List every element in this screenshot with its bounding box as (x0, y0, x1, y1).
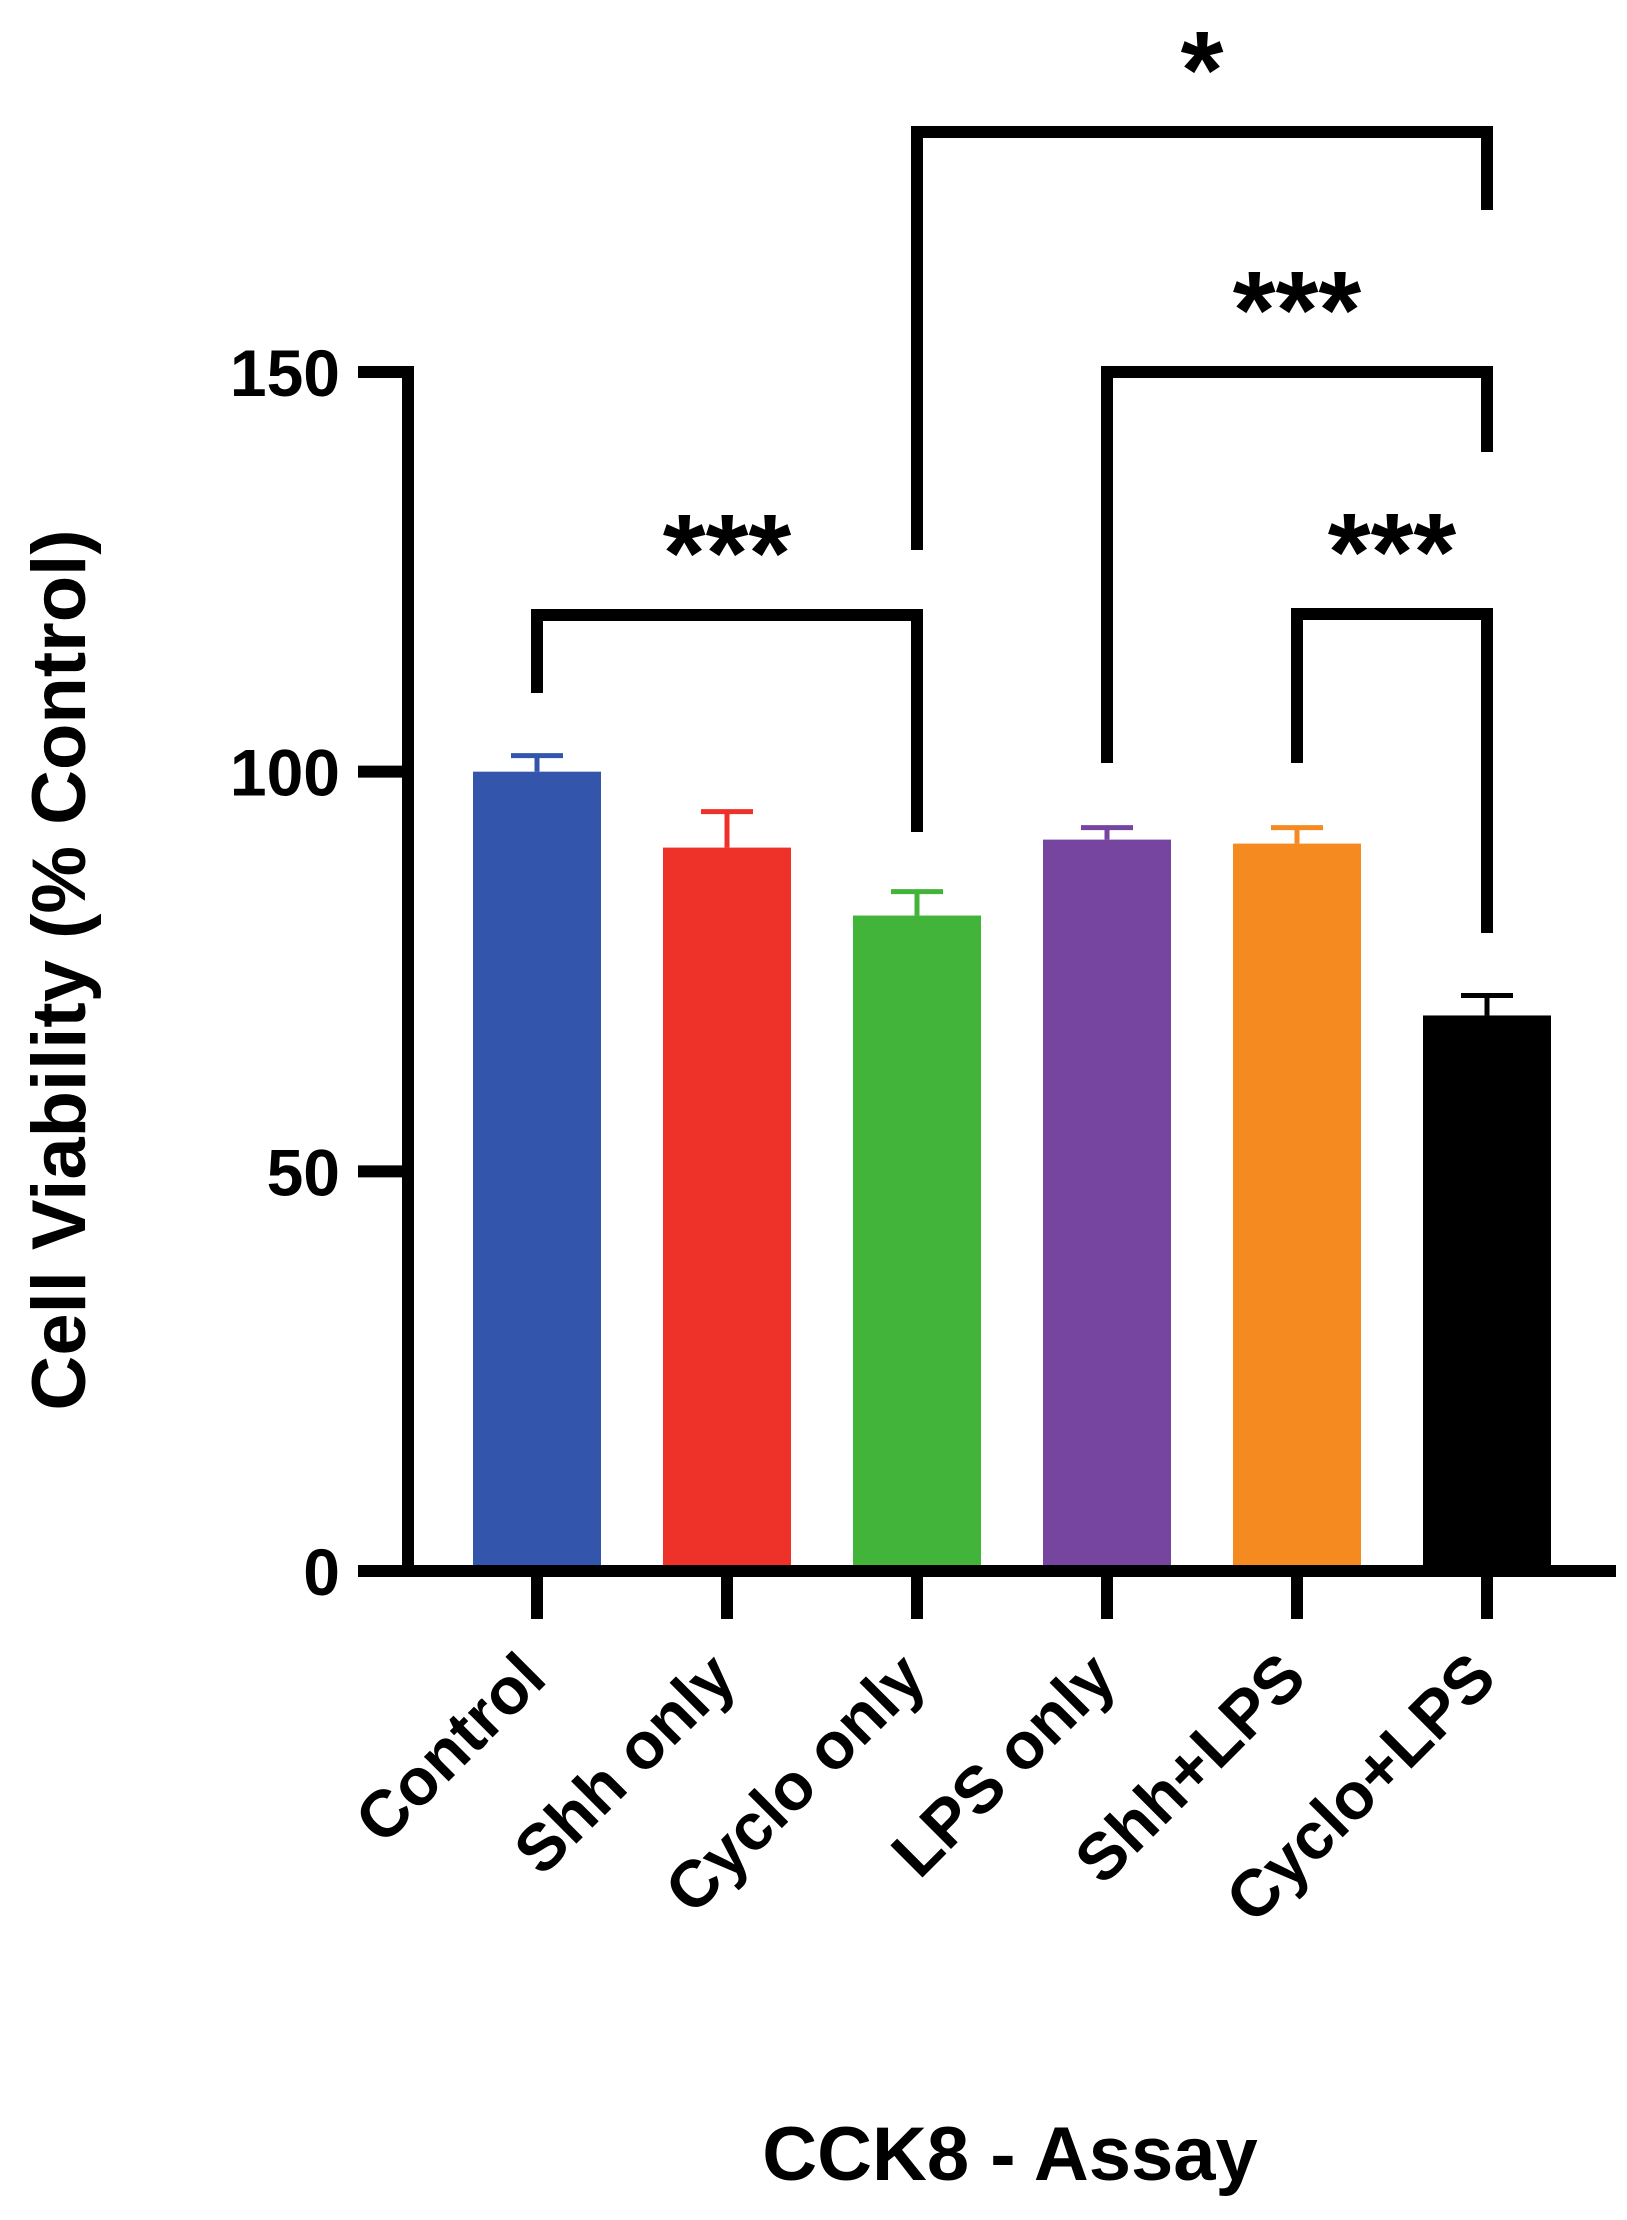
error-bars-layer (511, 753, 1513, 1016)
significance-label-2: * (1181, 9, 1224, 132)
bar-shh-only (663, 847, 791, 1571)
bar-cyclo-lps (1423, 1015, 1551, 1571)
bar-lps-only (1043, 839, 1171, 1571)
bars-layer (473, 771, 1551, 1571)
y-tick-label-100: 100 (230, 736, 340, 810)
significance-label-1: *** (663, 492, 792, 615)
y-tick-label-0: 0 (303, 1535, 340, 1609)
y-axis-title: Cell Viability (% Control) (17, 529, 102, 1410)
significance-layer: ********** (531, 9, 1493, 933)
significance-bracket-3 (1101, 366, 1493, 763)
y-tick-label-150: 150 (230, 336, 340, 410)
bar-control (473, 771, 601, 1571)
significance-label-4: *** (1328, 491, 1457, 614)
x-axis-title: CCK8 - Assay (762, 2112, 1258, 2197)
significance-bracket-4 (1291, 608, 1493, 933)
significance-bracket-2 (911, 126, 1493, 550)
significance-bracket-1 (531, 609, 923, 832)
y-tick-label-50: 50 (267, 1135, 340, 1209)
axes-layer (402, 366, 1616, 1577)
bar-cyclo-only (853, 915, 981, 1571)
y-ticks-layer: 0 50 100 150 (230, 336, 408, 1609)
bar-shh-lps (1233, 843, 1361, 1571)
significance-label-3: *** (1233, 249, 1362, 372)
